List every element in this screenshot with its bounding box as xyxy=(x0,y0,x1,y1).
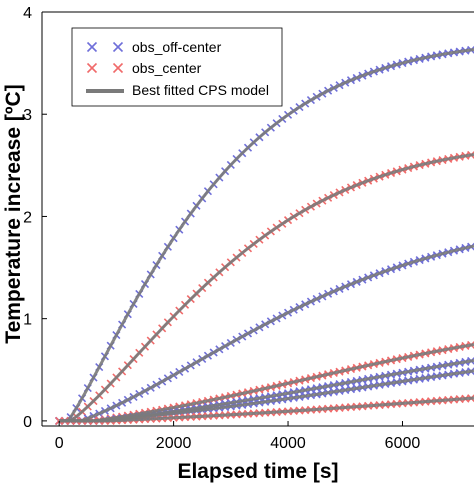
series-0-model-line xyxy=(59,48,474,423)
y-tick-label: 2 xyxy=(23,209,32,226)
legend-marker-icon xyxy=(86,62,98,74)
x-tick-label: 4000 xyxy=(270,435,306,452)
y-tick-label: 0 xyxy=(23,414,32,431)
x-axis-title: Elapsed time [s] xyxy=(177,460,338,483)
legend-label-obs-off-center: obs_off-center xyxy=(132,39,222,55)
series-2-model-line xyxy=(59,244,474,423)
legend-label-model: Best fitted CPS model xyxy=(132,82,269,98)
legend-marker-icon xyxy=(112,62,124,74)
x-tick-label: 2000 xyxy=(156,435,192,452)
series-1-model-line xyxy=(59,153,474,423)
plot-area xyxy=(55,45,474,425)
y-axis-title: Temperature increase [ºC] xyxy=(2,84,25,343)
legend-marker-icon xyxy=(112,41,124,53)
x-tick-label: 6000 xyxy=(385,435,421,452)
legend-item-model: Best fitted CPS model xyxy=(86,82,269,98)
y-tick-label: 4 xyxy=(23,5,32,22)
y-tick-label: 3 xyxy=(23,107,32,124)
series-6-model-line xyxy=(59,396,474,423)
legend-item-obs-center: obs_center xyxy=(86,60,202,76)
x-tick-label: 0 xyxy=(55,435,64,452)
series-3-model-line xyxy=(59,342,474,423)
legend-label-obs-center: obs_center xyxy=(132,60,202,76)
y-tick-label: 1 xyxy=(23,312,32,329)
legend-item-obs-off-center: obs_off-center xyxy=(86,39,222,55)
axes xyxy=(41,11,474,427)
series-5-model-line xyxy=(59,369,474,423)
legend: obs_off-center obs_center Best fitted CP… xyxy=(71,27,283,107)
legend-marker-icon xyxy=(86,41,98,53)
tick-labels: 0 2000 4000 6000 0 1 2 3 4 xyxy=(23,5,420,452)
